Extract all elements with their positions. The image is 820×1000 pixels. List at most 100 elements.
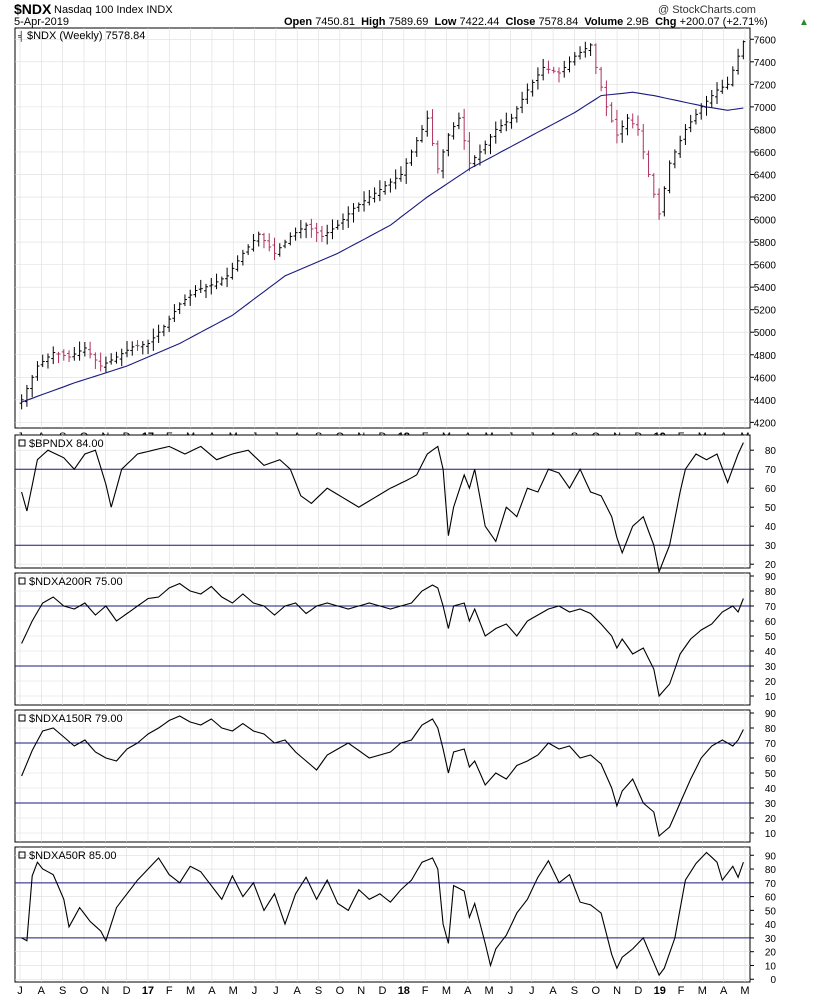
ohlc-bar <box>514 106 519 123</box>
y-tick-label: 6400 <box>754 170 777 181</box>
x-tick-label: A <box>294 985 302 997</box>
y-tick-label: 5800 <box>754 238 777 249</box>
y-tick-label: 30 <box>765 934 777 945</box>
x-tick-label: O <box>80 985 89 997</box>
ohlc-bar <box>182 294 187 307</box>
x-tick-label: M <box>186 985 195 997</box>
ohlc-bar <box>82 341 87 357</box>
ohlc-bar <box>657 188 662 220</box>
chart-date: 5-Apr-2019 <box>14 16 70 28</box>
volume-value: 2.9B <box>626 16 649 28</box>
panel-1: 20 30 40 50 60 70 80 $BPNDX 84.00 <box>14 434 777 574</box>
ohlc-bar <box>335 220 340 230</box>
y-tick-label: 10 <box>765 961 777 972</box>
x-tick-label: S <box>571 985 578 997</box>
ohlc-bar <box>372 187 377 203</box>
y-tick-label: 10 <box>765 692 777 703</box>
symbol-title: $NDX <box>14 1 52 17</box>
ohlc-bar <box>156 324 161 343</box>
y-tick-label: 6600 <box>754 148 777 159</box>
ohlc-bar <box>304 222 309 239</box>
x-tick-label: O <box>336 985 345 997</box>
indicator-line <box>21 715 744 838</box>
indicator-line <box>21 851 744 977</box>
y-tick-label: 50 <box>765 769 777 780</box>
ohlc-bar <box>351 203 356 223</box>
chg-value: +200.07 (+2.71%) <box>679 16 768 28</box>
ohlc-bar <box>435 140 440 174</box>
ohlc-bar <box>367 189 372 206</box>
ohlc-bar <box>272 237 277 261</box>
ohlc-bar <box>430 109 435 147</box>
ohlc-bar <box>151 328 156 351</box>
x-tick-label: A <box>464 985 472 997</box>
ohlc-bar <box>267 233 272 252</box>
open-label: Open <box>284 16 313 28</box>
ohlc-bar <box>451 122 456 140</box>
x-tick-label: N <box>101 985 109 997</box>
ohlc-bar <box>741 40 746 60</box>
ohlc-bar <box>483 140 488 155</box>
x-tick-label: M <box>740 985 749 997</box>
ohlc-bar <box>599 66 604 92</box>
ohlc-bar <box>546 60 551 74</box>
ohlc-bar <box>472 155 477 167</box>
volume-label: Volume <box>584 16 624 28</box>
ohlc-bar <box>720 79 725 94</box>
ohlc-bar <box>235 255 240 272</box>
indicator-line <box>21 442 744 574</box>
x-tick-label: J <box>529 985 535 997</box>
ohlc-bar <box>520 91 525 114</box>
y-tick-label: 20 <box>765 677 777 688</box>
up-triangle-icon: ▲ <box>799 17 809 28</box>
ohlc-bar <box>572 52 577 66</box>
y-tick-label: 6200 <box>754 193 777 204</box>
y-tick-label: 80 <box>765 587 777 598</box>
ohlc-bar <box>693 109 698 125</box>
line-series-icon <box>18 714 26 722</box>
ohlc-bar <box>51 346 56 365</box>
x-tick-label: F <box>678 985 685 997</box>
low-value: 7422.44 <box>459 16 500 28</box>
x-tick-label: F <box>166 985 173 997</box>
ohlc-bar <box>730 66 735 87</box>
ohlc-bar <box>662 186 667 217</box>
close-value: 7578.84 <box>538 16 579 28</box>
y-tick-label: 80 <box>765 865 777 876</box>
ohlc-bar <box>667 160 672 194</box>
ohlc-bar <box>261 232 266 249</box>
ohlc-bar <box>135 340 140 351</box>
x-tick-label: M <box>229 985 238 997</box>
ohlc-bar <box>288 232 293 246</box>
x-tick-label: A <box>549 985 557 997</box>
ohlc-bar <box>24 384 29 407</box>
line-series-icon <box>18 851 26 859</box>
ohlc-bar <box>709 90 714 109</box>
ohlc-bar-icon: ╡ <box>18 30 24 42</box>
index-exchange: INDX <box>146 4 173 16</box>
x-tick-label: D <box>634 985 642 997</box>
ohlc-bar <box>641 123 646 160</box>
ohlc-bar <box>625 114 630 136</box>
index-name: Nasdaq 100 Index INDX <box>54 4 173 16</box>
ohlc-bar <box>383 180 388 195</box>
y-tick-label: 6000 <box>754 216 777 227</box>
x-tick-label: J <box>17 985 23 997</box>
ohlc-bar <box>462 108 467 150</box>
x-tick-label: J <box>252 985 258 997</box>
moving-average-line <box>21 91 744 403</box>
ohlc-bar <box>362 191 367 212</box>
x-tick-label: O <box>591 985 600 997</box>
ohlc-bar <box>30 374 35 398</box>
x-tick-label: M <box>442 985 451 997</box>
ohlc-bar <box>567 56 572 73</box>
ohlc-bar <box>325 224 330 245</box>
ohlc-bar <box>593 43 598 75</box>
x-tick-label: A <box>720 985 728 997</box>
x-tick-label: J <box>273 985 279 997</box>
ohlc-bar <box>651 173 656 198</box>
ohlc-bar <box>283 239 288 249</box>
ohlc-bar <box>467 132 472 172</box>
ohlc-bar <box>488 133 493 155</box>
y-tick-label: 80 <box>765 446 777 457</box>
